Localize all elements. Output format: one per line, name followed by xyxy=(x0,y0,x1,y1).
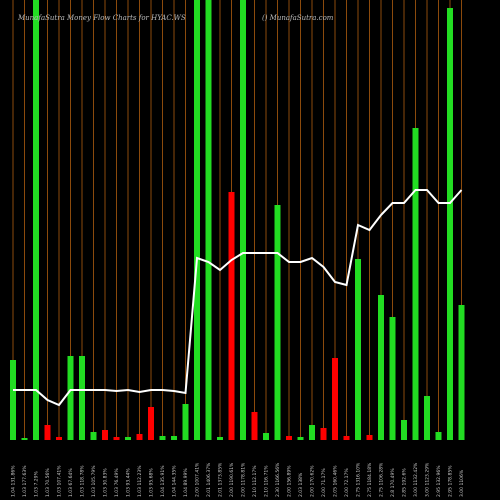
bar xyxy=(90,432,97,440)
bar xyxy=(21,438,28,440)
x-tick-label: 2.30 1166.56% xyxy=(275,462,281,497)
x-tick-label: 3.00 1123.29% xyxy=(425,462,431,497)
bar xyxy=(320,428,327,440)
x-tick-label: 1.03 118.78% xyxy=(80,465,86,497)
chart-title: MunafaSutra Money Flow Charts for HYAC.W… xyxy=(17,14,186,22)
bar xyxy=(378,295,384,440)
x-tick-label: 2.75 1184.18% xyxy=(367,462,373,497)
chart-subtitle: () MunafaSutra.com xyxy=(262,14,334,22)
bar xyxy=(355,259,361,440)
bar xyxy=(274,205,281,440)
bar xyxy=(309,425,315,440)
x-tick-label: 2.85 192.6% xyxy=(402,468,408,497)
x-tick-label: 2.10 112.17% xyxy=(252,465,258,497)
x-tick-label: 2.75 1106.28% xyxy=(379,462,385,497)
x-tick-label: 1.03 76.49% xyxy=(114,468,120,497)
x-tick-label: 1.04 144.35% xyxy=(172,465,178,497)
bar xyxy=(159,436,166,440)
bar xyxy=(113,437,120,440)
x-tick-label: 2.00 1007.41% xyxy=(195,462,201,497)
x-tick-label: 1.03 95.68% xyxy=(149,468,155,497)
x-tick-label: 1.04 135.91% xyxy=(160,465,166,497)
bar xyxy=(343,436,350,440)
x-tick-label: 2.01 1406.37% xyxy=(206,462,212,497)
bar xyxy=(67,356,74,440)
bar xyxy=(389,317,396,440)
x-tick-label: 2.10 116.71% xyxy=(264,465,270,497)
bar xyxy=(240,0,246,440)
bar xyxy=(424,396,430,440)
x-tick-label: 2.05 160.46% xyxy=(333,465,339,497)
plot: 1.04 131.86% 1.03 177.63% 1.03 7.29% 1.03 7… xyxy=(10,0,465,497)
bar xyxy=(171,436,177,440)
bar xyxy=(286,436,292,440)
x-tick-label: 1.03 107.41% xyxy=(57,465,63,497)
x-tick-label: 1.04 89.99% xyxy=(183,468,189,497)
x-tick-label: 2.00 1190.61% xyxy=(229,462,235,497)
bar xyxy=(136,434,143,440)
bar xyxy=(56,437,62,440)
bar xyxy=(217,437,223,440)
bar xyxy=(458,305,465,440)
bar xyxy=(366,435,373,440)
bar xyxy=(228,192,235,440)
x-tick-label: 2.8 170.49% xyxy=(390,468,396,497)
bar xyxy=(125,437,131,440)
x-tick-label: 1.03 7.29% xyxy=(34,471,40,497)
x-tick-label: 2.01 1373.85% xyxy=(218,462,224,497)
bar xyxy=(447,8,453,440)
x-tick-label: 2.00 71.17% xyxy=(321,468,327,497)
x-tick-label: 2.75 1316.10% xyxy=(356,462,362,497)
x-tick-label: 3.00 1106% xyxy=(459,469,465,497)
bar xyxy=(10,360,16,440)
bar xyxy=(263,433,269,440)
money-flow-line xyxy=(13,189,463,407)
bar xyxy=(44,425,51,440)
bar xyxy=(148,407,154,440)
bar xyxy=(412,128,419,440)
x-tick-label: 3.00 1132.42% xyxy=(413,462,419,497)
bar xyxy=(251,412,258,440)
x-tick-label: 2.00 72.17% xyxy=(344,468,350,497)
x-tick-label: 2.03 138% xyxy=(298,472,304,497)
bar xyxy=(194,0,200,440)
bar xyxy=(435,432,442,440)
x-tick-label: 2.95 178.85% xyxy=(448,465,454,497)
x-tick-label: 2.00 156.89% xyxy=(287,465,293,497)
x-tick-label: 1.03 67.64% xyxy=(68,468,74,497)
x-tick-label: 1.03 112.23% xyxy=(137,465,143,497)
x-tick-label: 1.03 70.56% xyxy=(45,468,51,497)
bar xyxy=(297,437,304,440)
bar xyxy=(102,430,108,440)
bar xyxy=(332,358,338,440)
bar xyxy=(401,420,407,440)
bar xyxy=(205,0,212,440)
x-tick-label: 2.00 1178.81% xyxy=(241,462,247,497)
x-tick-label: 1.03 177.63% xyxy=(22,465,28,497)
x-tick-label: 1.03 93.44% xyxy=(126,468,132,497)
bar xyxy=(79,356,85,440)
bar xyxy=(33,0,39,440)
x-tick-label: 1.04 131.86% xyxy=(11,465,17,497)
bar xyxy=(182,404,189,440)
x-tick-label: 2.95 132.96% xyxy=(436,465,442,497)
x-tick-label: 1.03 105.79% xyxy=(91,465,97,497)
x-tick-label: 2.00 170.62% xyxy=(310,465,316,497)
x-tick-label: 1.03 30.83% xyxy=(103,468,109,497)
